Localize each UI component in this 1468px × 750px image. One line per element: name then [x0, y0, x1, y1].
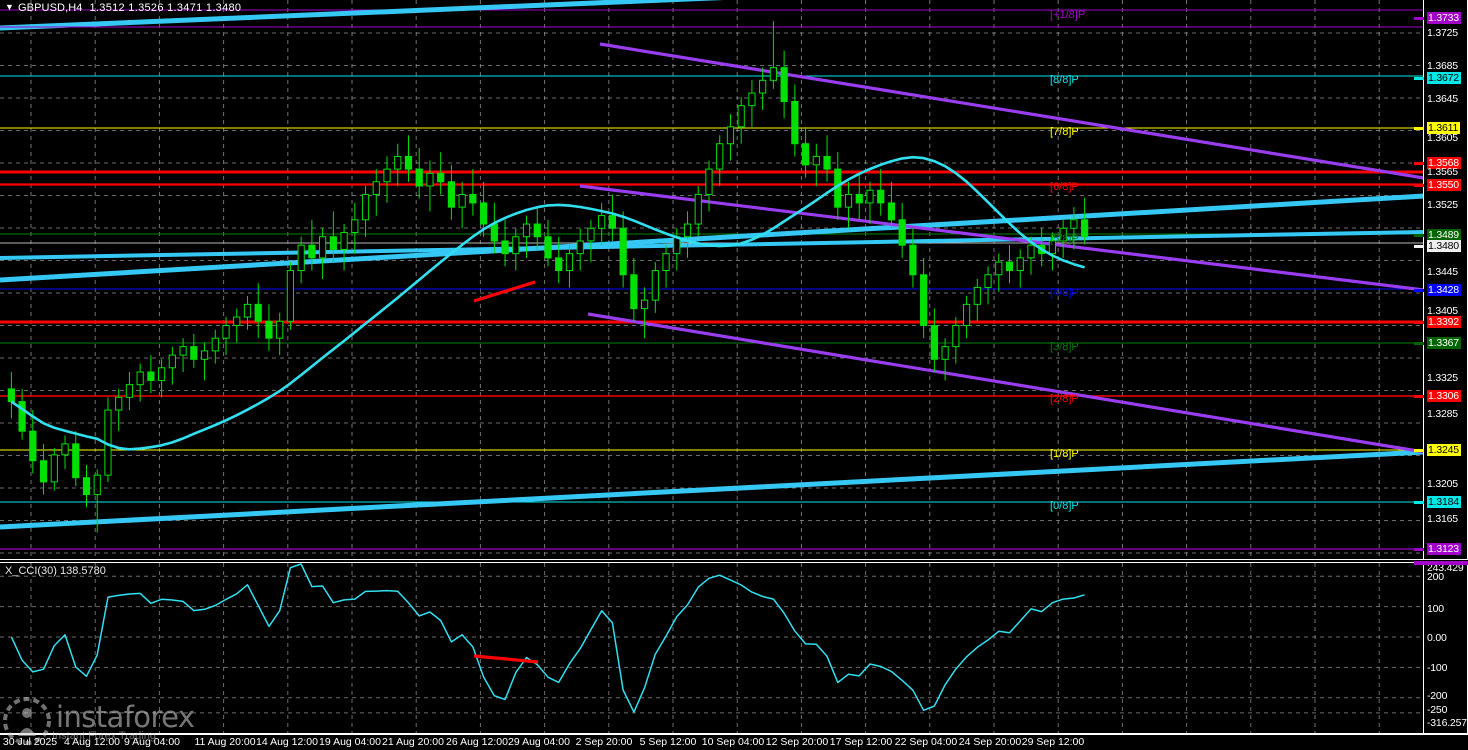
murrey-level-label: [6/8]P: [1050, 181, 1079, 193]
time-axis-label: 29 Aug 04:00: [508, 736, 570, 748]
price-tick-marker: [1414, 321, 1424, 324]
murrey-level-label: [8/8]P: [1050, 74, 1079, 86]
price-tick-1.3525: 1.3525: [1427, 199, 1458, 211]
watermark-tagline: Instant Forex Trading: [52, 730, 156, 742]
time-axis-label: 22 Sep 04:00: [894, 736, 958, 748]
price-tick-1.3428: 1.3428: [1427, 284, 1461, 296]
price-tick-marker: [1414, 184, 1424, 187]
murrey-level-label: [2/8]P: [1050, 393, 1079, 405]
time-axis-label: 5 Sep 12:00: [639, 736, 697, 748]
cci-tick--100: -100: [1427, 662, 1448, 674]
price-tick-1.3285: 1.3285: [1427, 408, 1458, 420]
price-tick-1.3685: 1.3685: [1427, 60, 1458, 72]
price-tick-marker: [1414, 449, 1424, 452]
price-chart-svg: [0, 0, 1424, 558]
time-axis-label: 21 Aug 20:00: [382, 736, 444, 748]
price-tick-1.3445: 1.3445: [1427, 266, 1458, 278]
time-axis-label: 29 Sep 12:00: [1021, 736, 1085, 748]
cci-plot-area[interactable]: [0, 563, 1424, 733]
time-axis-label: 9 Aug 04:00: [123, 736, 181, 748]
time-axis-label: 10 Sep 04:00: [701, 736, 765, 748]
price-tick-1.3123: 1.3123: [1427, 543, 1461, 555]
chart-symbol-label: GBPUSD,H4: [18, 2, 83, 14]
chart-ohlc-quotes: 1.3512 1.3526 1.3471 1.3480: [89, 2, 242, 14]
price-tick-marker: [1414, 162, 1424, 165]
time-axis-label: 26 Aug 12:00: [446, 736, 508, 748]
cci-tick-0.00: 0.00: [1427, 632, 1447, 644]
murrey-level-label: [+1/8]P: [1050, 9, 1086, 21]
time-axis[interactable]: 30 Jul 2025 4 Aug 12:00 9 Aug 04:00 11 Aug …: [0, 734, 1468, 750]
time-axis-label: 12 Sep 20:00: [765, 736, 829, 748]
price-tick-1.3205: 1.3205: [1427, 478, 1458, 490]
price-tick-marker: [1414, 77, 1424, 80]
cci-tick-243.429: 243.429: [1427, 562, 1464, 574]
time-axis-label: 14 Aug 12:00: [256, 736, 318, 748]
instaforex-watermark: instaforex Instant Forex Trading: [2, 696, 195, 748]
murrey-level-label: [3/8]P: [1050, 341, 1079, 353]
murrey-level-label: [4/8]P: [1050, 287, 1079, 299]
cci-tick-100: 100: [1427, 603, 1444, 615]
cci-tick--250: -250: [1427, 704, 1448, 716]
price-tick-marker: [1414, 501, 1424, 504]
time-axis-label: 2 Sep 20:00: [575, 736, 633, 748]
price-tick-1.3184: 1.3184: [1427, 496, 1461, 508]
price-tick-marker: [1414, 127, 1424, 130]
triangle-down-icon[interactable]: ▼: [5, 2, 15, 12]
time-axis-label: 4 Aug 12:00: [63, 736, 121, 748]
price-tick-marker: [1414, 234, 1424, 237]
cci-chart-svg: [0, 563, 1424, 733]
price-tick-1.3306: 1.3306: [1427, 390, 1461, 402]
price-tick-marker: [1414, 17, 1424, 20]
cci-indicator-panel[interactable]: 243.429 200 100 0.00 -100 -200 -250 -316.257 X_…: [0, 561, 1468, 734]
cci-axis-top-marker: [1414, 561, 1468, 565]
price-tick-1.3550: 1.3550: [1427, 179, 1461, 191]
chart-header: ▼ GBPUSD,H4 1.3512 1.3526 1.3471 1.3480: [5, 2, 241, 14]
price-tick-1.3405: 1.3405: [1427, 305, 1458, 317]
price-chart-panel[interactable]: [+1/8]P [8/8]P [7/8]P [6/8]P [5/8]P [4/8]P [3/…: [0, 0, 1468, 560]
price-tick-marker: [1414, 548, 1424, 551]
price-tick-1.3672: 1.3672: [1427, 72, 1461, 84]
murrey-level-label: [5/8]P: [1050, 233, 1079, 245]
price-tick-1.3565: 1.3565: [1427, 166, 1458, 178]
instaforex-logo-icon: [3, 697, 51, 745]
price-tick-1.3605: 1.3605: [1427, 132, 1458, 144]
cci-tick--316.257: -316.257: [1427, 717, 1467, 729]
price-tick-1.3489: 1.3489: [1427, 229, 1461, 241]
cci-tick-200: 200: [1427, 571, 1444, 583]
price-axis[interactable]: 1.3733 1.3725 1.3685 1.3672 1.3645 1.3611 1.36…: [1414, 0, 1467, 559]
time-axis-label: 17 Sep 12:00: [829, 736, 893, 748]
price-tick-1.3611: 1.3611: [1427, 122, 1461, 134]
price-tick-marker: [1414, 289, 1424, 292]
murrey-level-label: [7/8]P: [1050, 126, 1079, 138]
time-axis-label: 19 Aug 04:00: [319, 736, 381, 748]
price-tick-marker: [1414, 245, 1424, 248]
price-tick-1.3392: 1.3392: [1427, 316, 1461, 328]
price-tick-1.3568: 1.3568: [1427, 157, 1461, 169]
murrey-level-label: [1/8]P: [1050, 448, 1079, 460]
price-tick-1.3325: 1.3325: [1427, 372, 1458, 384]
price-tick-1.3733: 1.3733: [1427, 12, 1461, 24]
time-axis-label: 24 Sep 20:00: [958, 736, 1022, 748]
time-axis-label: 11 Aug 20:00: [194, 736, 256, 748]
price-tick-1.3480: 1.3480: [1427, 240, 1461, 252]
price-tick-1.3165: 1.3165: [1427, 513, 1458, 525]
cci-axis: 243.429 200 100 0.00 -100 -200 -250 -316.257: [1414, 561, 1468, 733]
price-tick-1.3725: 1.3725: [1427, 27, 1458, 39]
cci-tick--200: -200: [1427, 690, 1448, 702]
price-tick-marker: [1414, 395, 1424, 398]
cci-label: X_CCI(30) 138.5780: [5, 565, 106, 577]
price-tick-marker: [1414, 342, 1424, 345]
watermark-brand: instaforex: [56, 700, 195, 734]
price-tick-1.3245: 1.3245: [1427, 444, 1461, 456]
price-tick-1.3367: 1.3367: [1427, 337, 1461, 349]
price-tick-1.3645: 1.3645: [1427, 93, 1458, 105]
price-plot-area[interactable]: [0, 0, 1424, 558]
murrey-level-label: [0/8]P: [1050, 500, 1079, 512]
